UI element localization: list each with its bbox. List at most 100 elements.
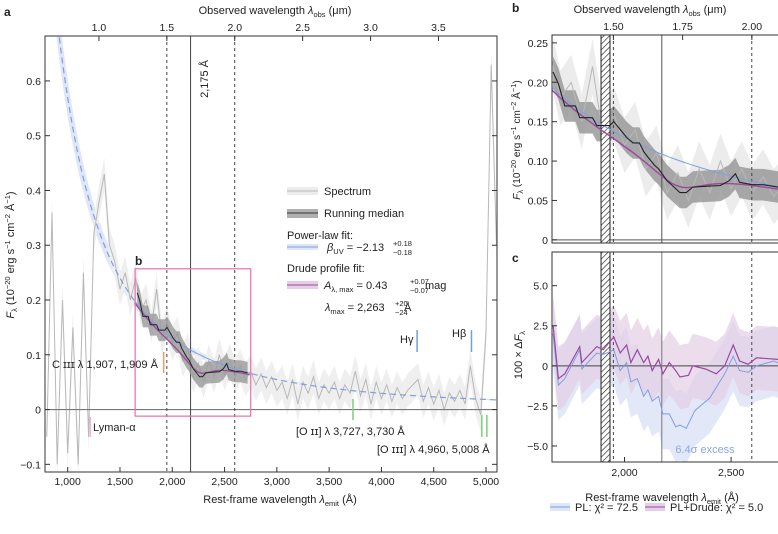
legend-l-unit: Å [404,301,412,314]
y-tick-label-b: 0.25 [528,38,549,50]
panel-a-x-axis-title: Rest-frame wavelength λemit (Å) [203,493,357,508]
y-tick-label: −0.1 [20,459,41,471]
y-tick-label-c: 5.0 [533,281,548,293]
panel-b-axes: 0 0.05 0.10 0.15 0.20 0.25 1.50 1.75 2.00 [528,21,763,247]
top-tick-label-b: 1.75 [672,21,693,33]
legend-pl-upper: +0.18 [393,239,412,248]
panel-b: 0 0.05 0.10 0.15 0.20 0.25 1.50 1.75 2.00 b Obse… [509,1,778,247]
spectrum-line-b [552,57,778,202]
power-law-band [56,36,497,401]
y-tick-label: 0.2 [26,295,41,307]
legend-l-lower: −24 [395,308,408,317]
legend-l-upper: +20 [395,299,408,308]
panel-a-letter: a [4,5,11,19]
top-tick-label: 3.0 [363,22,378,34]
legend-pl-title: Power-law fit: [287,230,353,242]
running-median-band-b [553,56,778,209]
y-tick-label: 0.1 [26,350,41,362]
bump-2175-label: 2,175 Å [198,59,211,98]
y-tick-label-c: −5.0 [527,441,548,453]
legend-spectrum-label: Spectrum [324,186,371,198]
x-tick-label-c: 2,500 [718,467,744,479]
y-tick-label-c: −2.5 [527,401,548,413]
panel-c-y-axis-title: 100 × ΔFλ [513,331,527,379]
panel-a-plot-area [45,0,497,472]
x-tick-label: 3,000 [264,476,290,488]
inset-box-label: b [135,254,142,268]
spectrum-error-band [46,48,497,472]
panel-a: 1,000 1,500 2,000 2,500 3,000 3,500 4,000 4,500… [3,0,499,508]
y-tick-label: 0.4 [26,185,41,197]
panel-b-letter: b [512,1,519,15]
h-beta-label: Hβ [452,328,466,340]
y-tick-label-b: 0.20 [528,77,549,89]
power-law-fit-line [134,300,250,374]
running-median-band [137,281,248,388]
panel-c: −5.0 −2.5 0 2.5 5.0 2,000 2,500 c 100 × ΔFλ 6.… [512,251,778,514]
legend-a-unit: mag [425,280,446,292]
panel-c-legend: PL: χ² = 72.5 PL+Drude: χ² = 5.0 [550,502,763,514]
y-tick-label: 0.5 [26,131,41,143]
x-tick-label: 4,500 [421,476,447,488]
panel-b-plot-area [552,35,778,243]
excess-annotation: 6.4σ excess [675,444,735,456]
drude-residual-line [552,325,778,380]
x-tick-label: 3,500 [316,476,342,488]
y-tick-label-b: 0.10 [528,156,549,168]
spectrum-error-band-b [552,35,778,228]
legend-drude-title: Drude profile fit: [287,263,365,275]
panel-c-frame [551,251,778,463]
panel-a-top-axis-title: Observed wavelength λobs (μm) [199,5,352,19]
y-tick-label-b: 0 [542,235,548,247]
panel-a-axes: 1,000 1,500 2,000 2,500 3,000 3,500 4,000 4,500… [20,22,499,488]
legend-drude-lambda: λmax = 2,263 [324,302,385,316]
panel-b-frame [551,34,778,244]
y-tick-label-c: 2.5 [533,321,548,333]
legend-drude-amplitude: Aλ, max = 0.43 [323,280,387,294]
top-tick-label: 2.5 [295,22,310,34]
lyman-alpha-label: Lyman-α [93,422,136,434]
y-tick-label: 0 [35,405,41,417]
panel-c-axes: −5.0 −2.5 0 2.5 5.0 2,000 2,500 [527,281,744,479]
panel-a-frame [44,35,498,473]
legend-pl-lower: −0.18 [393,248,412,257]
power-law-line-b [552,86,778,188]
y-tick-label: 0.3 [26,240,41,252]
x-tick-label: 1,500 [107,476,133,488]
ciii-label: C ɪɪɪ λ 1,907, 1,909 Å [52,358,159,371]
y-tick-label-b: 0.05 [528,195,549,207]
hatched-region-c [600,252,611,462]
top-tick-label: 2.0 [227,22,242,34]
panel-a-y-axis-title: Fλ (10−20 erg s−1 cm−2 Å−1) [3,191,19,318]
x-tick-label-c: 2,000 [611,467,637,479]
legend-pl-chi2: PL: χ² = 72.5 [575,502,638,514]
running-median-line [136,292,248,378]
top-tick-label: 3.5 [431,22,446,34]
pl-band-placeholder [47,0,497,400]
top-tick-label-b: 2.00 [742,21,763,33]
spectrum-line [46,64,497,465]
y-tick-label-b: 0.15 [528,117,549,129]
y-tick-label: 0.6 [26,76,41,88]
x-tick-label: 5,000 [473,476,499,488]
legend-a-upper: +0.07 [410,277,429,286]
panel-c-letter: c [512,251,519,265]
inset-b-box [134,268,252,417]
power-law-extrapolation-red [251,373,497,401]
pl-residual-line [552,333,778,429]
legend-pl-value: βUV = −2.13 [326,242,384,256]
x-tick-label: 2,500 [211,476,237,488]
x-tick-label: 1,000 [55,476,81,488]
panel-c-x-axis-title: Rest-frame wavelength λemit (Å) [585,491,739,506]
x-tick-label: 2,000 [159,476,185,488]
legend-drude-chi2: PL+Drude: χ² = 5.0 [670,502,763,514]
panel-a-legend: Spectrum Running median Power-law fit: β… [287,186,446,317]
panel-c-plot-area [552,252,778,462]
running-median-line-b [552,71,778,194]
oii-label: [O ɪɪ] λ 3,727, 3,730 Å [296,425,405,438]
top-tick-label-b: 1.50 [603,21,624,33]
x-tick-label: 4,000 [368,476,394,488]
panel-b-y-axis-title: Fλ (10−20 erg s−1 cm−2 Å−1) [509,80,525,199]
oiii-label: [O ɪɪɪ] λ 4,960, 5,008 Å [377,443,490,456]
